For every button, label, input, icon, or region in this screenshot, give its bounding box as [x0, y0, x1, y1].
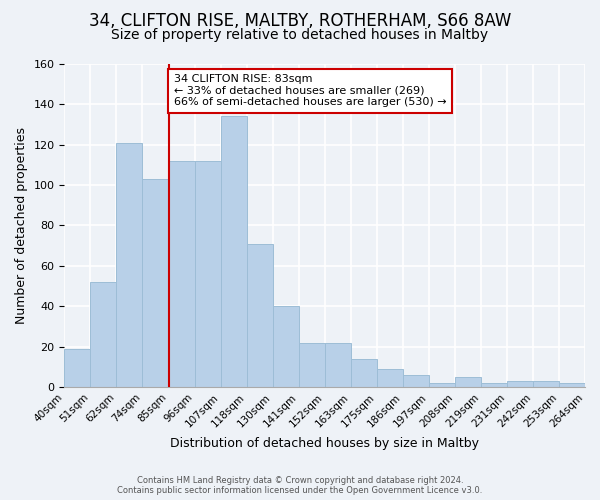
- Bar: [403, 375, 429, 387]
- Bar: [64, 348, 91, 387]
- Bar: [351, 358, 377, 387]
- Bar: [377, 369, 403, 387]
- Bar: [221, 116, 247, 387]
- Bar: [559, 383, 585, 387]
- Bar: [247, 244, 272, 387]
- Bar: [533, 381, 559, 387]
- Bar: [325, 342, 351, 387]
- Bar: [272, 306, 299, 387]
- Bar: [116, 142, 142, 387]
- Bar: [455, 377, 481, 387]
- Bar: [142, 179, 169, 387]
- Bar: [507, 381, 533, 387]
- Bar: [194, 161, 221, 387]
- X-axis label: Distribution of detached houses by size in Maltby: Distribution of detached houses by size …: [170, 437, 479, 450]
- Bar: [169, 161, 194, 387]
- Text: 34 CLIFTON RISE: 83sqm
← 33% of detached houses are smaller (269)
66% of semi-de: 34 CLIFTON RISE: 83sqm ← 33% of detached…: [174, 74, 446, 108]
- Bar: [299, 342, 325, 387]
- Text: Size of property relative to detached houses in Maltby: Size of property relative to detached ho…: [112, 28, 488, 42]
- Bar: [91, 282, 116, 387]
- Bar: [429, 383, 455, 387]
- Text: Contains HM Land Registry data © Crown copyright and database right 2024.
Contai: Contains HM Land Registry data © Crown c…: [118, 476, 482, 495]
- Text: 34, CLIFTON RISE, MALTBY, ROTHERHAM, S66 8AW: 34, CLIFTON RISE, MALTBY, ROTHERHAM, S66…: [89, 12, 511, 30]
- Y-axis label: Number of detached properties: Number of detached properties: [15, 127, 28, 324]
- Bar: [481, 383, 507, 387]
